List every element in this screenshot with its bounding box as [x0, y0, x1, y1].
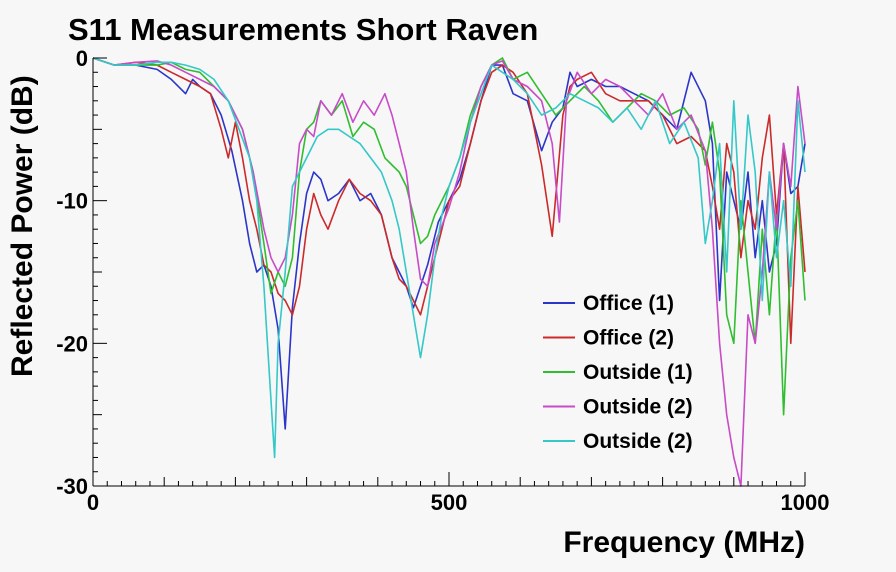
x-tick-label: 1000: [781, 490, 830, 515]
y-tick-label: 0: [76, 46, 88, 71]
x-tick-label: 500: [431, 490, 468, 515]
legend-label: Office (2): [583, 327, 674, 350]
series-layer: [92, 57, 806, 487]
y-tick-label: -20: [56, 331, 88, 356]
series-line-4: [92, 57, 806, 487]
series-line-1: [92, 57, 806, 430]
legend-label: Outside (2): [583, 430, 693, 453]
axes-layer: 0 500 1000 0 -10 -20 -30: [56, 46, 829, 515]
y-tick-label: -30: [56, 474, 88, 499]
x-axis-title: Frequency (MHz): [563, 526, 805, 559]
y-axis-title: Reflected Power (dB): [6, 75, 39, 377]
legend-label: Outside (2): [583, 396, 693, 419]
x-tick-label: 0: [87, 490, 99, 515]
legend-label: Office (1): [583, 292, 674, 315]
legend-label: Outside (1): [583, 361, 693, 384]
chart-title: S11 Measurements Short Raven: [68, 12, 538, 47]
legend: Office (1) Office (2) Outside (1) Outside (…: [543, 292, 693, 453]
y-tick-label: -10: [56, 189, 88, 214]
series-line-5: [92, 57, 806, 459]
plot-area: [93, 58, 805, 486]
